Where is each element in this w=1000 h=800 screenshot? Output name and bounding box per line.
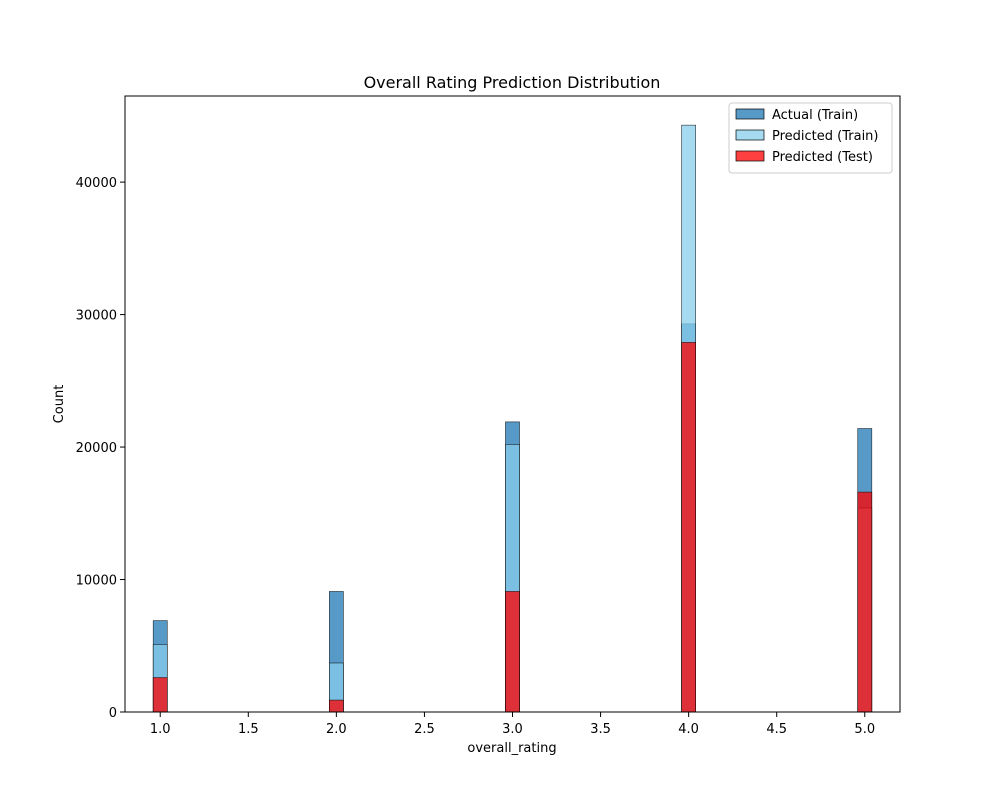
- x-tick-label: 2.5: [414, 722, 435, 737]
- legend-entry-label: Actual (Train): [772, 108, 858, 123]
- legend-swatch: [735, 129, 765, 141]
- x-tick-label: 1.5: [238, 722, 259, 737]
- legend-box: [728, 102, 893, 174]
- y-tick-label: 20000: [76, 441, 117, 456]
- y-axis-label: Count: [52, 385, 67, 424]
- x-axis-label: overall_rating: [467, 741, 556, 756]
- x-tick-label: 3.5: [590, 722, 611, 737]
- legend-swatch: [735, 108, 765, 120]
- x-tick-label: 1.0: [150, 722, 171, 737]
- x-tick-label: 3.0: [502, 722, 523, 737]
- x-tick-label: 5.0: [854, 722, 875, 737]
- x-tick-label: 2.0: [326, 722, 347, 737]
- y-tick-label: 30000: [76, 309, 117, 324]
- x-axis-ticks: 1.0 1.5 2.0 2.5 3.0 3.5 4.0 4.5 5.0: [150, 712, 875, 737]
- bar-predicted-test-4-0: [681, 342, 696, 713]
- bar-predicted-test-3-0: [505, 591, 520, 713]
- y-tick-label: 10000: [76, 574, 117, 589]
- x-tick-label: 4.0: [678, 722, 699, 737]
- y-tick-label: 0: [109, 706, 117, 721]
- bar-predicted-test-5-0: [857, 491, 873, 713]
- y-axis-ticks: 0 10000 20000 30000 40000: [76, 176, 125, 721]
- x-tick-label: 4.5: [766, 722, 787, 737]
- legend-swatch: [735, 150, 765, 162]
- bars-layer: [152, 124, 873, 713]
- chart-title: Overall Rating Prediction Distribution: [364, 73, 661, 92]
- legend-entry-label: Predicted (Test): [772, 150, 873, 165]
- bar-predicted-test-2-0: [329, 699, 344, 713]
- legend: Actual (Train) Predicted (Train) Predicted…: [728, 102, 893, 174]
- bar-predicted-test-1-0: [152, 677, 168, 713]
- legend-entry-label: Predicted (Train): [772, 129, 879, 144]
- y-tick-label: 40000: [76, 176, 117, 191]
